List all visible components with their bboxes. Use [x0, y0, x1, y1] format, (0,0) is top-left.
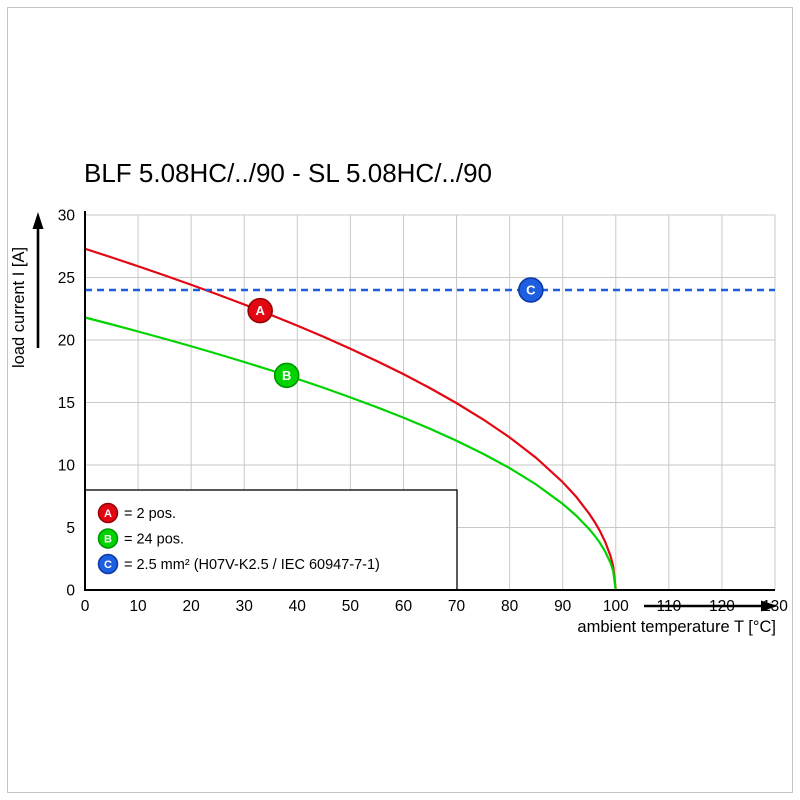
curve-marker-letter-C: C: [526, 283, 536, 298]
x-tick-label-30: 30: [236, 598, 254, 615]
x-tick-label-40: 40: [289, 598, 307, 615]
x-tick-label-20: 20: [183, 598, 201, 615]
curve-marker-C: C: [518, 277, 544, 303]
legend-marker-letter-C: C: [104, 559, 112, 571]
x-tick-label-0: 0: [81, 598, 90, 615]
x-tick-label-10: 10: [129, 598, 147, 615]
legend-marker-letter-A: A: [104, 508, 112, 520]
y-tick-label-15: 15: [58, 395, 75, 412]
y-tick-label-10: 10: [58, 458, 76, 475]
chart-title: BLF 5.08HC/../90 - SL 5.08HC/../90: [84, 158, 493, 188]
x-tick-label-80: 80: [501, 598, 519, 615]
x-axis-label: ambient temperature T [°C]: [577, 618, 776, 636]
y-tick-label-20: 20: [58, 333, 76, 350]
curve-marker-letter-A: A: [255, 303, 265, 318]
x-tick-label-70: 70: [448, 598, 466, 615]
curve-marker-A: A: [247, 297, 273, 324]
y-axis-arrow-icon: [32, 212, 44, 348]
legend-label-B: = 24 pos.: [124, 532, 184, 548]
series-A-curve: [84, 247, 617, 591]
legend-marker-A: [97, 502, 119, 524]
y-tick-label-5: 5: [66, 520, 75, 537]
x-tick-label-50: 50: [342, 598, 360, 615]
y-tick-label-25: 25: [58, 270, 75, 287]
x-axis-arrow-icon: [644, 600, 778, 612]
x-tick-label-110: 110: [656, 598, 681, 615]
legend-label-C: = 2.5 mm² (H07V-K2.5 / IEC 60947-7-1): [124, 557, 380, 573]
curve-marker-B: B: [273, 362, 300, 389]
legend-marker-C: [97, 553, 119, 575]
x-tick-label-130: 130: [762, 598, 788, 615]
legend-box: [84, 489, 458, 591]
y-tick-label-30: 30: [58, 208, 76, 225]
x-tick-label-90: 90: [554, 598, 572, 615]
x-tick-label-60: 60: [395, 598, 413, 615]
legend-label-A: = 2 pos.: [124, 506, 176, 522]
legend-marker-letter-B: B: [104, 534, 112, 546]
x-tick-label-120: 120: [709, 598, 735, 615]
series-B-curve: [84, 316, 617, 591]
curve-marker-letter-B: B: [282, 368, 291, 383]
legend: A = 2 pos. B = 24 pos. C = 2.5 mm² (H07V-K2.5…: [84, 489, 458, 591]
y-tick-label-0: 0: [66, 583, 75, 600]
x-tick-label-100: 100: [603, 598, 629, 615]
legend-marker-B: [97, 528, 119, 549]
